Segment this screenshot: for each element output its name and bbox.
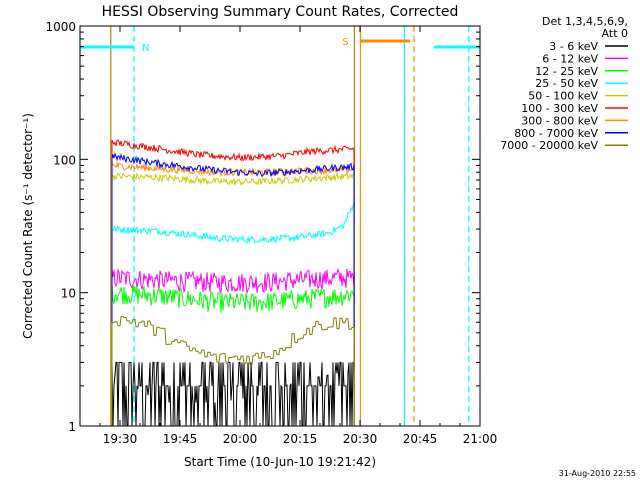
plot-area: NS [79, 26, 480, 427]
series-line-6 [111, 161, 355, 426]
legend-label-8: 7000 - 20000 keV [500, 139, 598, 152]
x-axis: 19:30 19:45 20:00 20:15 20:30 20:45 21:00 [79, 26, 498, 446]
legend-label-6: 300 - 800 keV [521, 114, 598, 127]
series-line-5 [111, 139, 355, 426]
x-tick-label-1: 19:45 [163, 432, 198, 446]
legend-label-0: 3 - 6 keV [549, 40, 598, 53]
x-tick-label-2: 20:00 [223, 432, 258, 446]
y-axis-label: Corrected Count Rate (s⁻¹ detector⁻¹) [21, 113, 35, 339]
series-line-4 [111, 172, 355, 426]
y-tick-label-1: 10 [61, 287, 76, 301]
x-tick-label-3: 20:15 [283, 432, 318, 446]
y-tick-label-3: 1000 [45, 20, 76, 34]
x-axis-label: Start Time (10-Jun-10 19:21:42) [184, 455, 376, 469]
y-tick-label-0: 1 [68, 420, 76, 434]
series-line-2 [111, 284, 355, 426]
series-line-1 [111, 267, 355, 426]
legend-label-1: 6 - 12 keV [542, 52, 598, 65]
legend-label-4: 50 - 100 keV [528, 90, 598, 103]
legend-label-5: 100 - 300 keV [521, 102, 598, 115]
series-line-7 [111, 152, 355, 426]
series-line-8 [111, 316, 355, 426]
legend-label-2: 12 - 25 keV [535, 65, 598, 78]
x-tick-label-0: 19:30 [103, 432, 138, 446]
marker-label-1: S [342, 37, 348, 48]
series-line-0 [111, 361, 355, 427]
y-axis: 1 10 100 1000 [45, 20, 480, 434]
legend-label-7: 800 - 7000 keV [514, 127, 598, 140]
chart-title: HESSI Observing Summary Count Rates, Cor… [102, 4, 459, 20]
marker-label-0: N [142, 43, 149, 54]
legend-label-3: 25 - 50 keV [535, 77, 598, 90]
timestamp: 31-Aug-2010 22:55 [559, 469, 636, 478]
legend-header-line-2: Att 0 [602, 27, 628, 40]
x-tick-label-5: 20:45 [403, 432, 438, 446]
series-line-3 [111, 202, 355, 426]
x-tick-label-6: 21:00 [463, 432, 498, 446]
legend-header-line-1: Det 1,3,4,5,6,9, [542, 15, 628, 28]
x-tick-label-4: 20:30 [343, 432, 378, 446]
y-tick-label-2: 100 [53, 153, 76, 167]
